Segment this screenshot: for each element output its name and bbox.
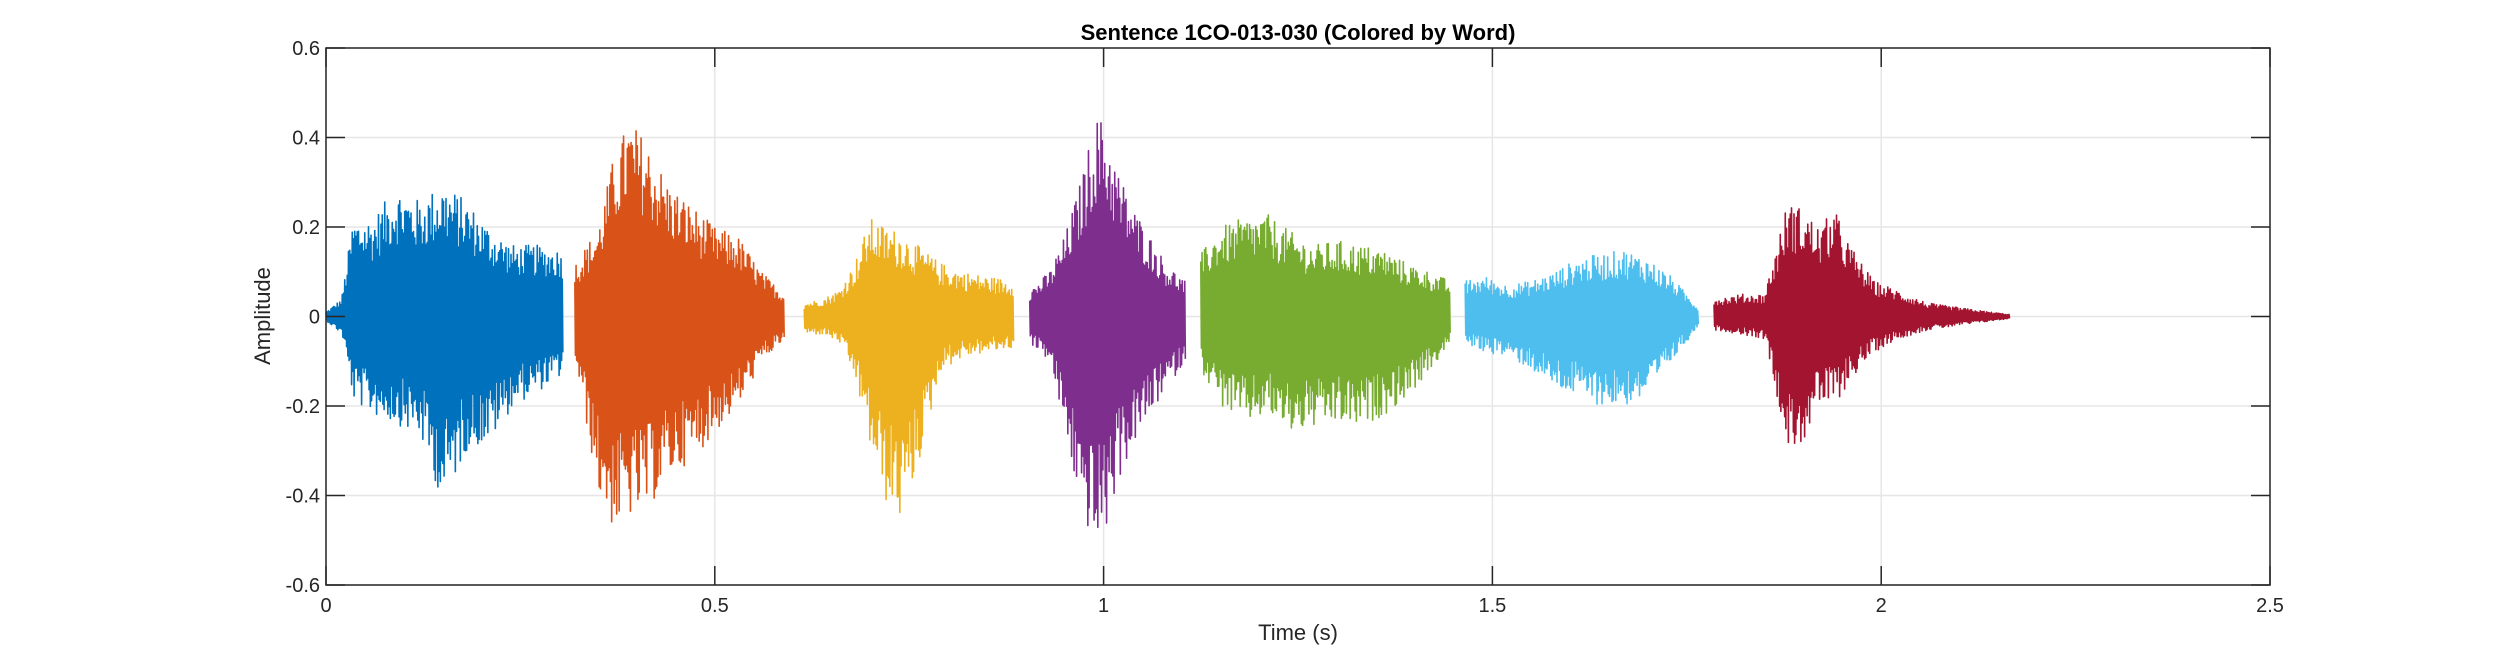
waveform-series-5 xyxy=(1200,214,1451,429)
x-tick-label: 0.5 xyxy=(701,595,729,617)
waveform-series-2 xyxy=(574,130,785,523)
x-tick-label: 1.5 xyxy=(1478,595,1506,617)
x-tick-label: 2.5 xyxy=(2256,595,2284,617)
chart-title: Sentence 1CO-013-030 (Colored by Word) xyxy=(1081,20,1516,45)
axes: 0 0.5 1 1.5 2 2.5 -0.6 -0.4 -0.2 0 0.2 0.4 0.6 xyxy=(286,38,2284,617)
waveform-series-group xyxy=(325,122,2011,529)
y-tick-label: 0.4 xyxy=(292,128,320,150)
x-tick-label: 0 xyxy=(320,595,331,617)
x-tick-label: 2 xyxy=(1876,595,1887,617)
waveform-series-7 xyxy=(1713,207,2011,445)
y-tick-label: 0.6 xyxy=(292,38,320,60)
y-tick-label: -0.2 xyxy=(286,396,320,418)
y-axis-label: Amplitude xyxy=(250,267,275,365)
waveform-series-3 xyxy=(803,219,1015,514)
waveform-series-4 xyxy=(1028,122,1187,529)
x-axis-label: Time (s) xyxy=(1258,620,1338,645)
x-tick-label: 1 xyxy=(1098,595,1109,617)
y-tick-label: -0.6 xyxy=(286,575,320,597)
y-tick-label: 0.2 xyxy=(292,217,320,239)
waveform-series-6 xyxy=(1464,250,1700,405)
y-tick-label: 0 xyxy=(309,307,320,329)
y-tick-label: -0.4 xyxy=(286,486,320,508)
waveform-series-1 xyxy=(325,193,564,488)
